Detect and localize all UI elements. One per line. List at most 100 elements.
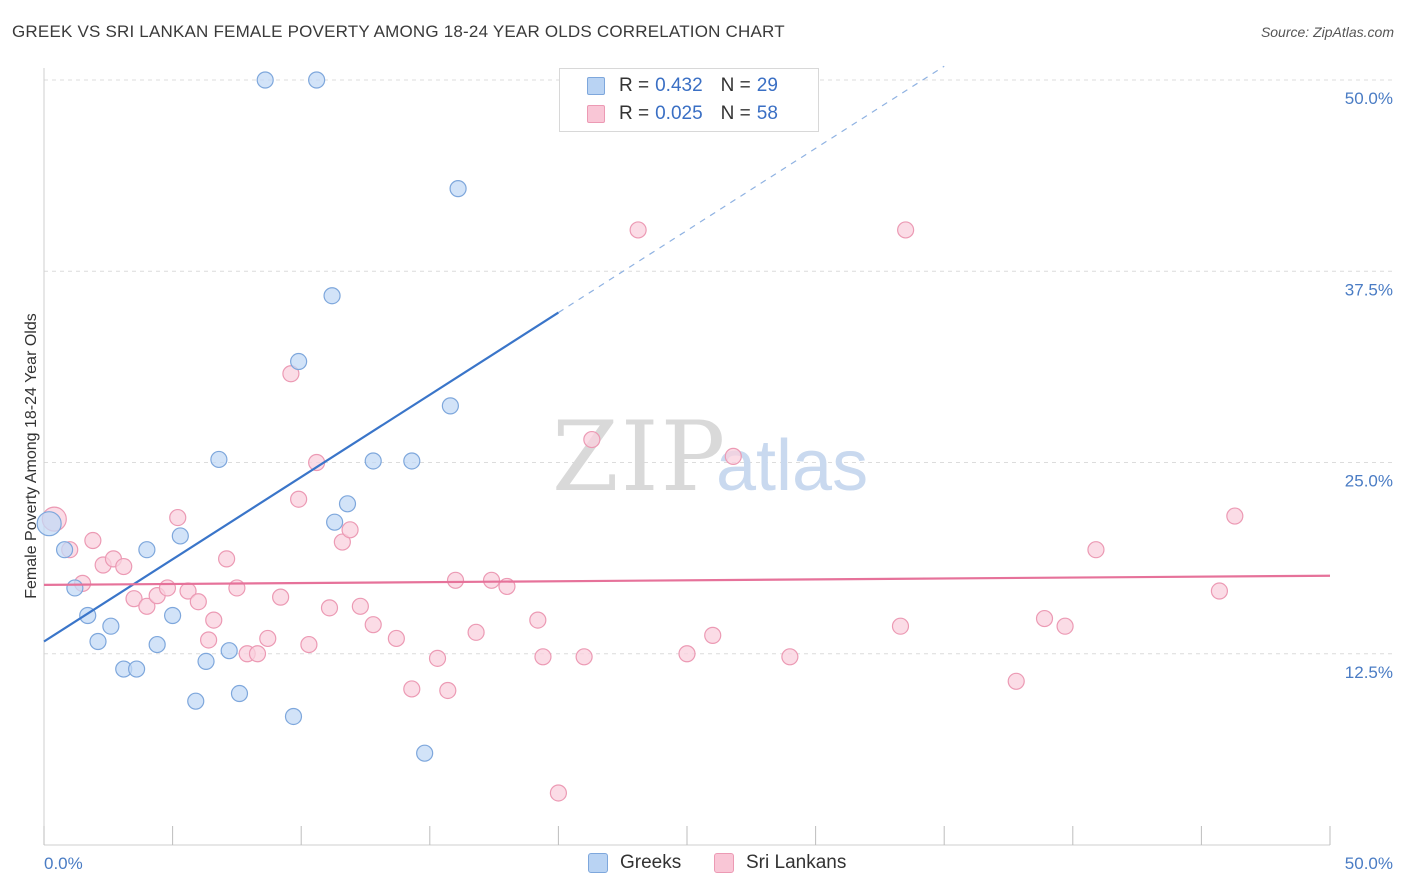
greek-point	[187, 692, 205, 710]
legend-row-sri-lankans: R = 0.025 N = 58	[560, 100, 796, 128]
x-tick-right: 50.0%	[1345, 854, 1393, 873]
sri-lankan-point	[781, 648, 799, 666]
sri-lankan-point	[1056, 617, 1074, 635]
sri-lankan-point	[169, 508, 187, 527]
greek-point	[441, 397, 459, 415]
sri-lankan-point	[1226, 507, 1244, 525]
greek-point	[210, 450, 228, 469]
sri-lankan-point	[1007, 672, 1025, 690]
greek-point	[308, 71, 326, 89]
sri-lankan-point	[482, 571, 501, 589]
sri-lankan-point	[248, 645, 267, 663]
greek-point	[256, 71, 274, 89]
sri-lankan-point	[1210, 582, 1229, 600]
greek-point	[416, 744, 434, 762]
greek-point	[323, 287, 341, 305]
sri-lankan-point	[467, 623, 485, 641]
legend-row-greeks: R = 0.432 N = 29	[560, 72, 796, 100]
legend-swatch-greeks	[587, 77, 605, 95]
greek-point	[164, 606, 182, 625]
source-credit: Source: ZipAtlas.com	[1260, 24, 1394, 40]
sri-lankan-point	[189, 593, 207, 611]
axes	[43, 68, 1331, 846]
y-tick-label: 25.0%	[1345, 472, 1393, 491]
greek-point	[89, 632, 107, 651]
stats-legend: R = 0.432 N = 29 R = 0.025 N = 58	[559, 68, 819, 132]
greeks-trendline	[43, 311, 559, 643]
watermark: ZIP atlas	[552, 401, 868, 513]
legend-n-value: 29	[756, 75, 778, 96]
greek-point	[138, 541, 156, 559]
sri-lankan-point	[272, 588, 290, 606]
sri-lankan-point	[387, 629, 405, 648]
sri-lankan-point	[446, 571, 465, 589]
sri-lankan-point	[403, 680, 421, 698]
legend-item-greeks[interactable]: Greeks	[588, 852, 681, 874]
greek-point	[36, 511, 62, 537]
sri-lankan-point	[341, 521, 359, 539]
y-tick-labels: 12.5% 25.0% 37.5% 50.0%	[1345, 89, 1393, 682]
greek-point	[230, 684, 249, 703]
greek-point	[338, 495, 357, 513]
sri-lankan-point	[300, 635, 318, 654]
legend-n-value: 58	[756, 103, 778, 124]
sri-lankan-point	[282, 365, 300, 383]
sri-lankan-point	[364, 616, 382, 634]
sri-lankan-point	[1035, 609, 1054, 628]
greeks-points	[36, 71, 467, 762]
sri-lankan-point	[678, 645, 696, 663]
sri-lankan-point	[228, 579, 246, 597]
y-axis-label: Female Poverty Among 18-24 Year Olds	[23, 313, 40, 599]
sri-lankan-point	[897, 221, 915, 239]
sri-lankans-swatch	[714, 853, 734, 873]
sri-lankan-point	[200, 631, 218, 649]
trendlines	[43, 65, 1331, 643]
greeks-trendline-extension	[558, 65, 945, 314]
legend-swatch-sri-lankans	[587, 105, 605, 123]
sri-lankan-point	[704, 626, 722, 644]
legend-r-label: R =	[619, 103, 650, 124]
sri-lankan-point	[320, 599, 339, 617]
sri-lankans-points	[41, 221, 1244, 802]
greek-point	[148, 635, 166, 654]
watermark-zip: ZIP	[552, 401, 727, 513]
greek-point	[326, 513, 344, 531]
series-legend: Greeks Sri Lankans	[0, 852, 1406, 876]
legend-item-sri-lankans[interactable]: Sri Lankans	[714, 852, 846, 874]
y-tick-label: 37.5%	[1345, 280, 1393, 299]
greek-point	[290, 352, 308, 371]
sri-lankan-point	[534, 648, 552, 666]
sri-lankan-point	[439, 681, 457, 700]
greek-point	[403, 452, 421, 470]
greek-point	[171, 527, 189, 545]
y-tick-label: 50.0%	[1345, 89, 1393, 108]
legend-n-label: N =	[720, 103, 751, 124]
legend-n-label: N =	[720, 75, 751, 96]
sri-lankans-label: Sri Lankans	[746, 852, 847, 873]
sri-lankan-point	[549, 784, 568, 802]
sri-lankan-point	[529, 611, 547, 629]
chart-title: GREEK VS SRI LANKAN FEMALE POVERTY AMONG…	[12, 22, 785, 41]
legend-r-label: R =	[619, 75, 650, 96]
sri-lankan-point	[205, 611, 223, 629]
sri-lankan-point	[351, 597, 369, 615]
greeks-swatch	[588, 853, 608, 873]
sri-lankan-point	[84, 531, 102, 550]
y-tick-label: 12.5%	[1345, 663, 1393, 682]
sri-lankan-point	[218, 550, 236, 568]
greek-point	[127, 660, 146, 678]
sri-lankan-point	[724, 447, 742, 465]
greek-point	[197, 652, 215, 671]
watermark-atlas: atlas	[716, 426, 868, 506]
greek-point	[55, 541, 74, 559]
greek-point	[102, 617, 120, 635]
sri-lankan-point	[891, 617, 910, 635]
sri-lankan-point	[158, 579, 177, 597]
x-tick-left: 0.0%	[44, 854, 83, 873]
greek-point	[284, 707, 303, 726]
sri-lankan-point	[259, 629, 277, 648]
sri-lankan-point	[125, 590, 143, 608]
sri-lankan-point	[138, 597, 156, 615]
greek-point	[220, 642, 238, 660]
